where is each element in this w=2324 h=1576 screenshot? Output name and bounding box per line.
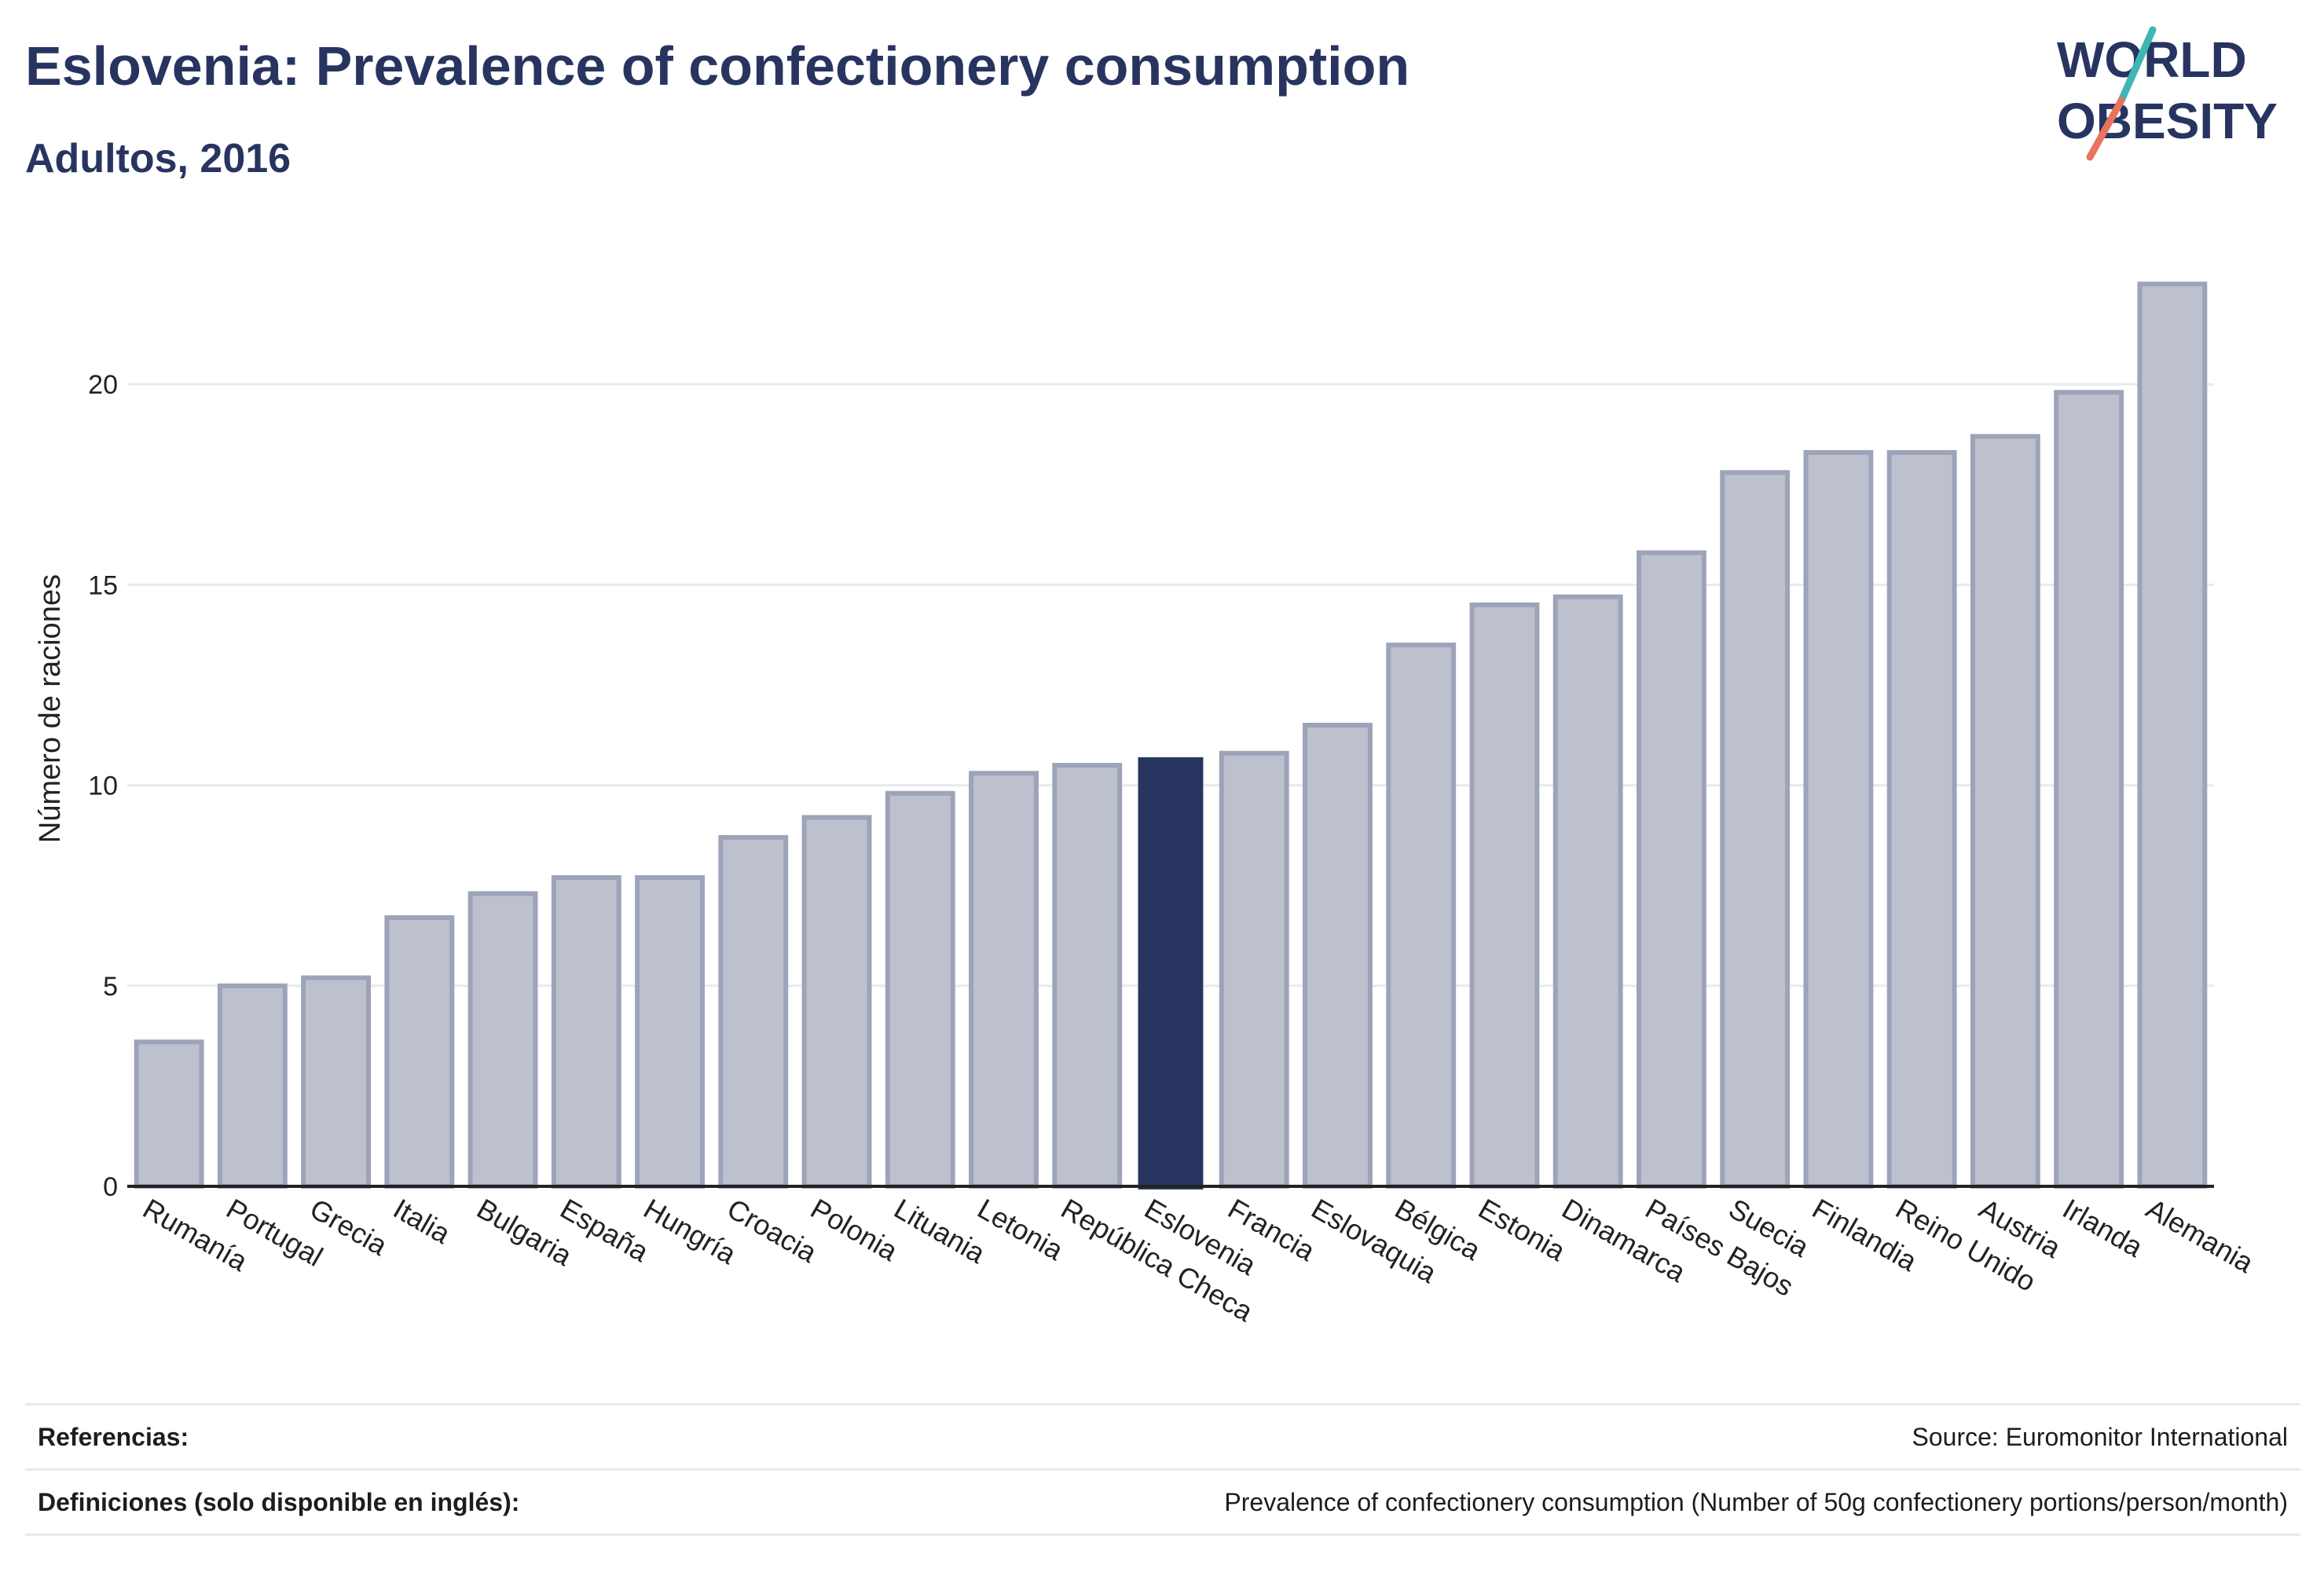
bar-república-checa[interactable] — [1052, 763, 1123, 1189]
y-tick-label: 10 — [88, 772, 118, 801]
bar-eslovaquia[interactable] — [1303, 723, 1373, 1189]
logo-slash-teal — [2117, 26, 2157, 104]
x-tick-label: Polonia — [805, 1192, 904, 1267]
bar-dinamarca[interactable] — [1552, 594, 1623, 1189]
references-value: Source: Euromonitor International — [1912, 1423, 2288, 1451]
bar-italia[interactable] — [384, 915, 455, 1189]
bar-francia[interactable] — [1219, 750, 1289, 1189]
bar-lituania[interactable] — [885, 790, 955, 1189]
chart-subtitle: Adultos, 2016 — [25, 136, 291, 181]
x-tick-label: Irlanda — [2058, 1192, 2150, 1263]
bar-grecia[interactable] — [301, 975, 372, 1189]
x-tick-label: Lituania — [889, 1192, 992, 1270]
bars — [134, 281, 2208, 1189]
logo-word-obesity: OBESITY — [2057, 93, 2278, 149]
bar-letonia[interactable] — [969, 771, 1039, 1189]
bar-finlandia[interactable] — [1803, 449, 1874, 1189]
y-tick-label: 20 — [88, 370, 118, 400]
bar-alemania[interactable] — [2137, 281, 2208, 1189]
bar-suecia[interactable] — [1720, 470, 1791, 1189]
y-tick-label: 0 — [103, 1172, 118, 1202]
references-label: Referencias: — [38, 1423, 189, 1451]
references-row: Referencias: Source: Euromonitor Interna… — [25, 1403, 2300, 1470]
x-tick-label: Croacia — [722, 1192, 823, 1269]
footer-divider — [25, 1534, 2300, 1536]
logo-word-world: WORLD — [2057, 31, 2247, 88]
x-tick-label: Letonia — [973, 1192, 1070, 1266]
bar-rumanía[interactable] — [134, 1039, 204, 1189]
logo-slash-coral — [2086, 97, 2125, 161]
definitions-label: Definiciones (solo disponible en inglés)… — [38, 1488, 520, 1516]
bar-estonia[interactable] — [1469, 602, 1540, 1189]
bar-irlanda[interactable] — [2054, 390, 2124, 1189]
y-axis-label: Número de raciones — [34, 574, 67, 843]
bar-bulgaria[interactable] — [467, 891, 538, 1189]
x-tick-label: Estonia — [1473, 1192, 1571, 1267]
x-tick-label: Hungría — [639, 1192, 742, 1270]
y-tick-label: 15 — [88, 570, 118, 600]
bar-españa[interactable] — [551, 874, 621, 1189]
bar-bélgica[interactable] — [1386, 642, 1457, 1189]
bar-croacia[interactable] — [718, 834, 789, 1189]
bar-austria[interactable] — [1970, 434, 2040, 1189]
bar-portugal[interactable] — [217, 983, 288, 1189]
bar-países-bajos[interactable] — [1637, 550, 1706, 1189]
definitions-row: Definiciones (solo disponible en inglés)… — [25, 1468, 2300, 1535]
bar-eslovenia[interactable] — [1138, 757, 1204, 1189]
bar-hungría[interactable] — [635, 874, 705, 1189]
x-tick-label: Alemania — [2141, 1192, 2260, 1279]
y-tick-label: 5 — [103, 972, 118, 1002]
world-obesity-logo: WORLD OBESITY — [2057, 26, 2278, 161]
x-tick-label: Bulgaria — [471, 1192, 578, 1272]
bar-reino-unido[interactable] — [1886, 449, 1957, 1189]
x-tick-label: Italia — [388, 1192, 456, 1250]
bar-polonia[interactable] — [801, 815, 872, 1189]
chart-title: Eslovenia: Prevalence of confectionery c… — [25, 35, 1410, 97]
y-tick-labels: 0 5 10 15 20 — [88, 370, 118, 1202]
definitions-value: Prevalence of confectionery consumption … — [1224, 1488, 2288, 1516]
